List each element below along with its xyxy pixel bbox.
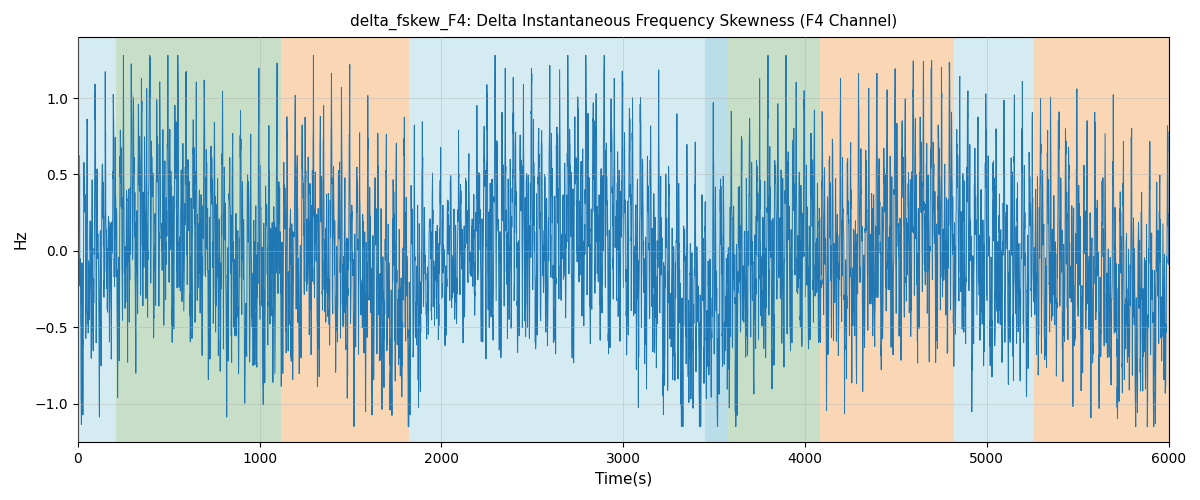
Y-axis label: Hz: Hz — [14, 230, 29, 249]
Bar — [78, 37, 116, 442]
Title: delta_fskew_F4: Delta Instantaneous Frequency Skewness (F4 Channel): delta_fskew_F4: Delta Instantaneous Freq… — [349, 14, 896, 30]
Bar — [954, 37, 1034, 442]
Bar — [704, 37, 727, 442]
Bar — [409, 37, 704, 442]
Bar — [116, 37, 281, 442]
X-axis label: Time(s): Time(s) — [594, 471, 652, 486]
Bar — [1034, 37, 1169, 442]
Bar — [820, 37, 954, 442]
Bar — [727, 37, 820, 442]
Bar — [281, 37, 409, 442]
